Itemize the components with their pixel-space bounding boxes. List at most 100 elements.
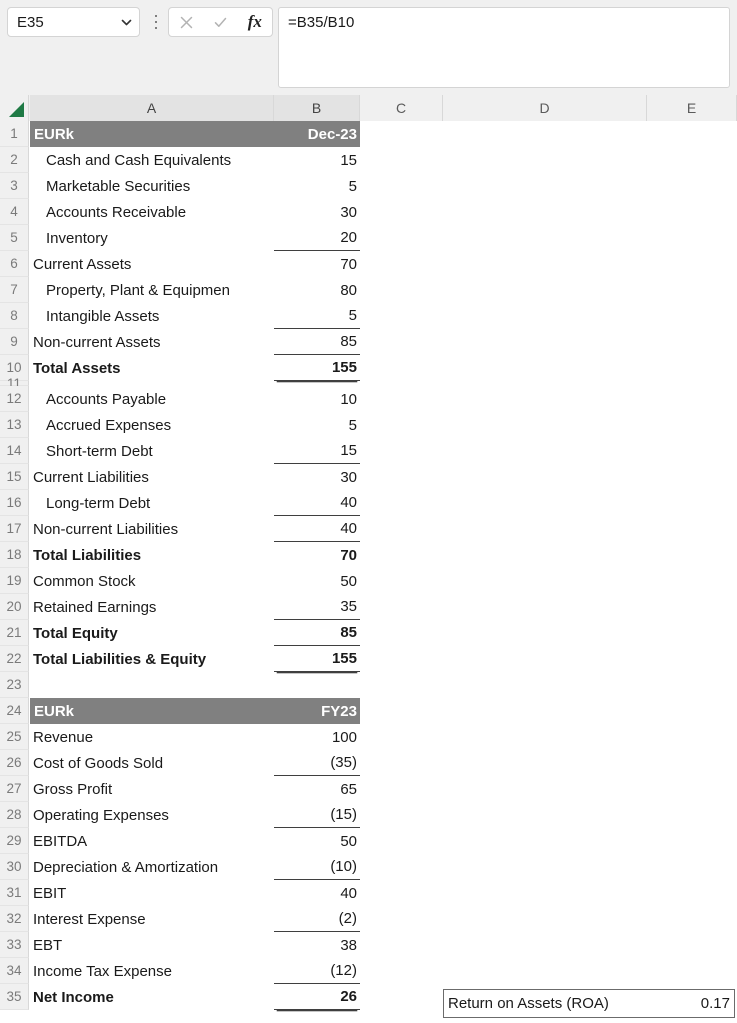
cell-a16[interactable]: Long-term Debt (46, 494, 151, 512)
cell-a6[interactable]: Current Assets (33, 255, 132, 273)
close-icon[interactable] (169, 8, 203, 36)
cell-b9[interactable]: 85 (274, 329, 360, 355)
row-header-30[interactable]: 30 (0, 854, 29, 880)
cell-b25[interactable]: 100 (331, 728, 357, 746)
row-header-12[interactable]: 12 (0, 386, 29, 412)
cell-a32[interactable]: Interest Expense (33, 910, 146, 928)
row-header-8[interactable]: 8 (0, 303, 29, 329)
cell-a34[interactable]: Income Tax Expense (33, 962, 172, 980)
cell-a23[interactable] (30, 672, 274, 698)
row-header-27[interactable]: 27 (0, 776, 29, 802)
cell-b30[interactable]: (10) (274, 854, 360, 880)
cell-b16[interactable]: 40 (274, 490, 360, 516)
cell-b23[interactable] (274, 672, 360, 698)
kebab-menu-icon[interactable] (149, 13, 163, 31)
cell-b27[interactable]: 65 (340, 780, 357, 798)
column-header-d[interactable]: D (443, 95, 647, 121)
cell-a28[interactable]: Operating Expenses (33, 806, 169, 824)
cell-a5[interactable]: Inventory (46, 229, 108, 247)
cell-a26[interactable]: Cost of Goods Sold (33, 754, 164, 772)
cell-a22[interactable]: Total Liabilities & Equity (33, 650, 207, 668)
cell-b6[interactable]: 70 (340, 255, 357, 273)
row-header-16[interactable]: 16 (0, 490, 29, 516)
cell-b33[interactable]: 38 (340, 936, 357, 954)
cell-a19[interactable]: Common Stock (33, 572, 136, 590)
cell-b18[interactable]: 70 (340, 546, 357, 564)
row-header-14[interactable]: 14 (0, 438, 29, 464)
cell-a30[interactable]: Depreciation & Amortization (33, 858, 219, 876)
cell-b8[interactable]: 5 (274, 303, 360, 329)
column-header-b[interactable]: B (274, 95, 360, 121)
cell-a15[interactable]: Current Liabilities (33, 468, 149, 486)
row-header-10[interactable]: 10 (0, 355, 29, 381)
cell-a17[interactable]: Non-current Liabilities (33, 520, 179, 538)
row-header-23[interactable]: 23 (0, 672, 29, 698)
cell-b2[interactable]: 15 (340, 151, 357, 169)
cell-a35[interactable]: Net Income (33, 988, 114, 1006)
cell-b31[interactable]: 40 (340, 884, 357, 902)
cell-b26[interactable]: (35) (274, 750, 360, 776)
function-icon[interactable]: fx (238, 8, 272, 36)
cell-b21[interactable]: 85 (274, 620, 360, 646)
row-header-4[interactable]: 4 (0, 199, 29, 225)
row-header-24[interactable]: 24 (0, 698, 29, 724)
row-header-9[interactable]: 9 (0, 329, 29, 355)
row-header-5[interactable]: 5 (0, 225, 29, 251)
column-header-e[interactable]: E (647, 95, 737, 121)
cell-b34[interactable]: (12) (274, 958, 360, 984)
cell-b13[interactable]: 5 (348, 416, 357, 434)
row-header-33[interactable]: 33 (0, 932, 29, 958)
row-header-3[interactable]: 3 (0, 173, 29, 199)
row-header-2[interactable]: 2 (0, 147, 29, 173)
row-header-34[interactable]: 34 (0, 958, 29, 984)
row-header-32[interactable]: 32 (0, 906, 29, 932)
row-header-20[interactable]: 20 (0, 594, 29, 620)
cell-b10[interactable]: 155 (274, 355, 360, 381)
row-header-19[interactable]: 19 (0, 568, 29, 594)
cell-a1[interactable]: EURk (30, 121, 274, 147)
select-all-button[interactable] (0, 95, 29, 121)
row-header-35[interactable]: 35 (0, 984, 29, 1010)
cell-a3[interactable]: Marketable Securities (46, 177, 191, 195)
cell-a20[interactable]: Retained Earnings (33, 598, 157, 616)
cell-b17[interactable]: 40 (274, 516, 360, 542)
cell-b28[interactable]: (15) (274, 802, 360, 828)
cell-a31[interactable]: EBIT (33, 884, 67, 902)
cell-a12[interactable]: Accounts Payable (46, 390, 167, 408)
column-header-a[interactable]: A (30, 95, 274, 121)
cell-a10[interactable]: Total Assets (33, 359, 121, 377)
cell-b3[interactable]: 5 (348, 177, 357, 195)
row-header-25[interactable]: 25 (0, 724, 29, 750)
cell-b1[interactable]: Dec-23 (274, 121, 360, 147)
cell-b29[interactable]: 50 (340, 832, 357, 850)
cell-b32[interactable]: (2) (274, 906, 360, 932)
cell-a9[interactable]: Non-current Assets (33, 333, 161, 351)
name-box[interactable]: E35 (7, 7, 140, 37)
cell-a27[interactable]: Gross Profit (33, 780, 113, 798)
cell-b5[interactable]: 20 (274, 225, 360, 251)
cell-a4[interactable]: Accounts Receivable (46, 203, 187, 221)
row-header-31[interactable]: 31 (0, 880, 29, 906)
cell-b12[interactable]: 10 (340, 390, 357, 408)
cell-a13[interactable]: Accrued Expenses (46, 416, 172, 434)
cell-a7[interactable]: Property, Plant & Equipmen (46, 281, 230, 299)
row-header-7[interactable]: 7 (0, 277, 29, 303)
row-header-17[interactable]: 17 (0, 516, 29, 542)
cell-a25[interactable]: Revenue (33, 728, 94, 746)
cell-a24[interactable]: EURk (30, 698, 274, 724)
row-header-29[interactable]: 29 (0, 828, 29, 854)
cell-a8[interactable]: Intangible Assets (46, 307, 160, 325)
cell-a33[interactable]: EBT (33, 936, 63, 954)
row-header-26[interactable]: 26 (0, 750, 29, 776)
cell-a14[interactable]: Short-term Debt (46, 442, 153, 460)
cell-b35[interactable]: 26 (274, 984, 360, 1010)
row-header-21[interactable]: 21 (0, 620, 29, 646)
cell-b4[interactable]: 30 (340, 203, 357, 221)
cell-b19[interactable]: 50 (340, 572, 357, 590)
row-header-6[interactable]: 6 (0, 251, 29, 277)
cell-a2[interactable]: Cash and Cash Equivalents (46, 151, 232, 169)
formula-input[interactable]: =B35/B10 (278, 7, 730, 88)
row-header-28[interactable]: 28 (0, 802, 29, 828)
cell-a29[interactable]: EBITDA (33, 832, 88, 850)
column-header-c[interactable]: C (360, 95, 443, 121)
